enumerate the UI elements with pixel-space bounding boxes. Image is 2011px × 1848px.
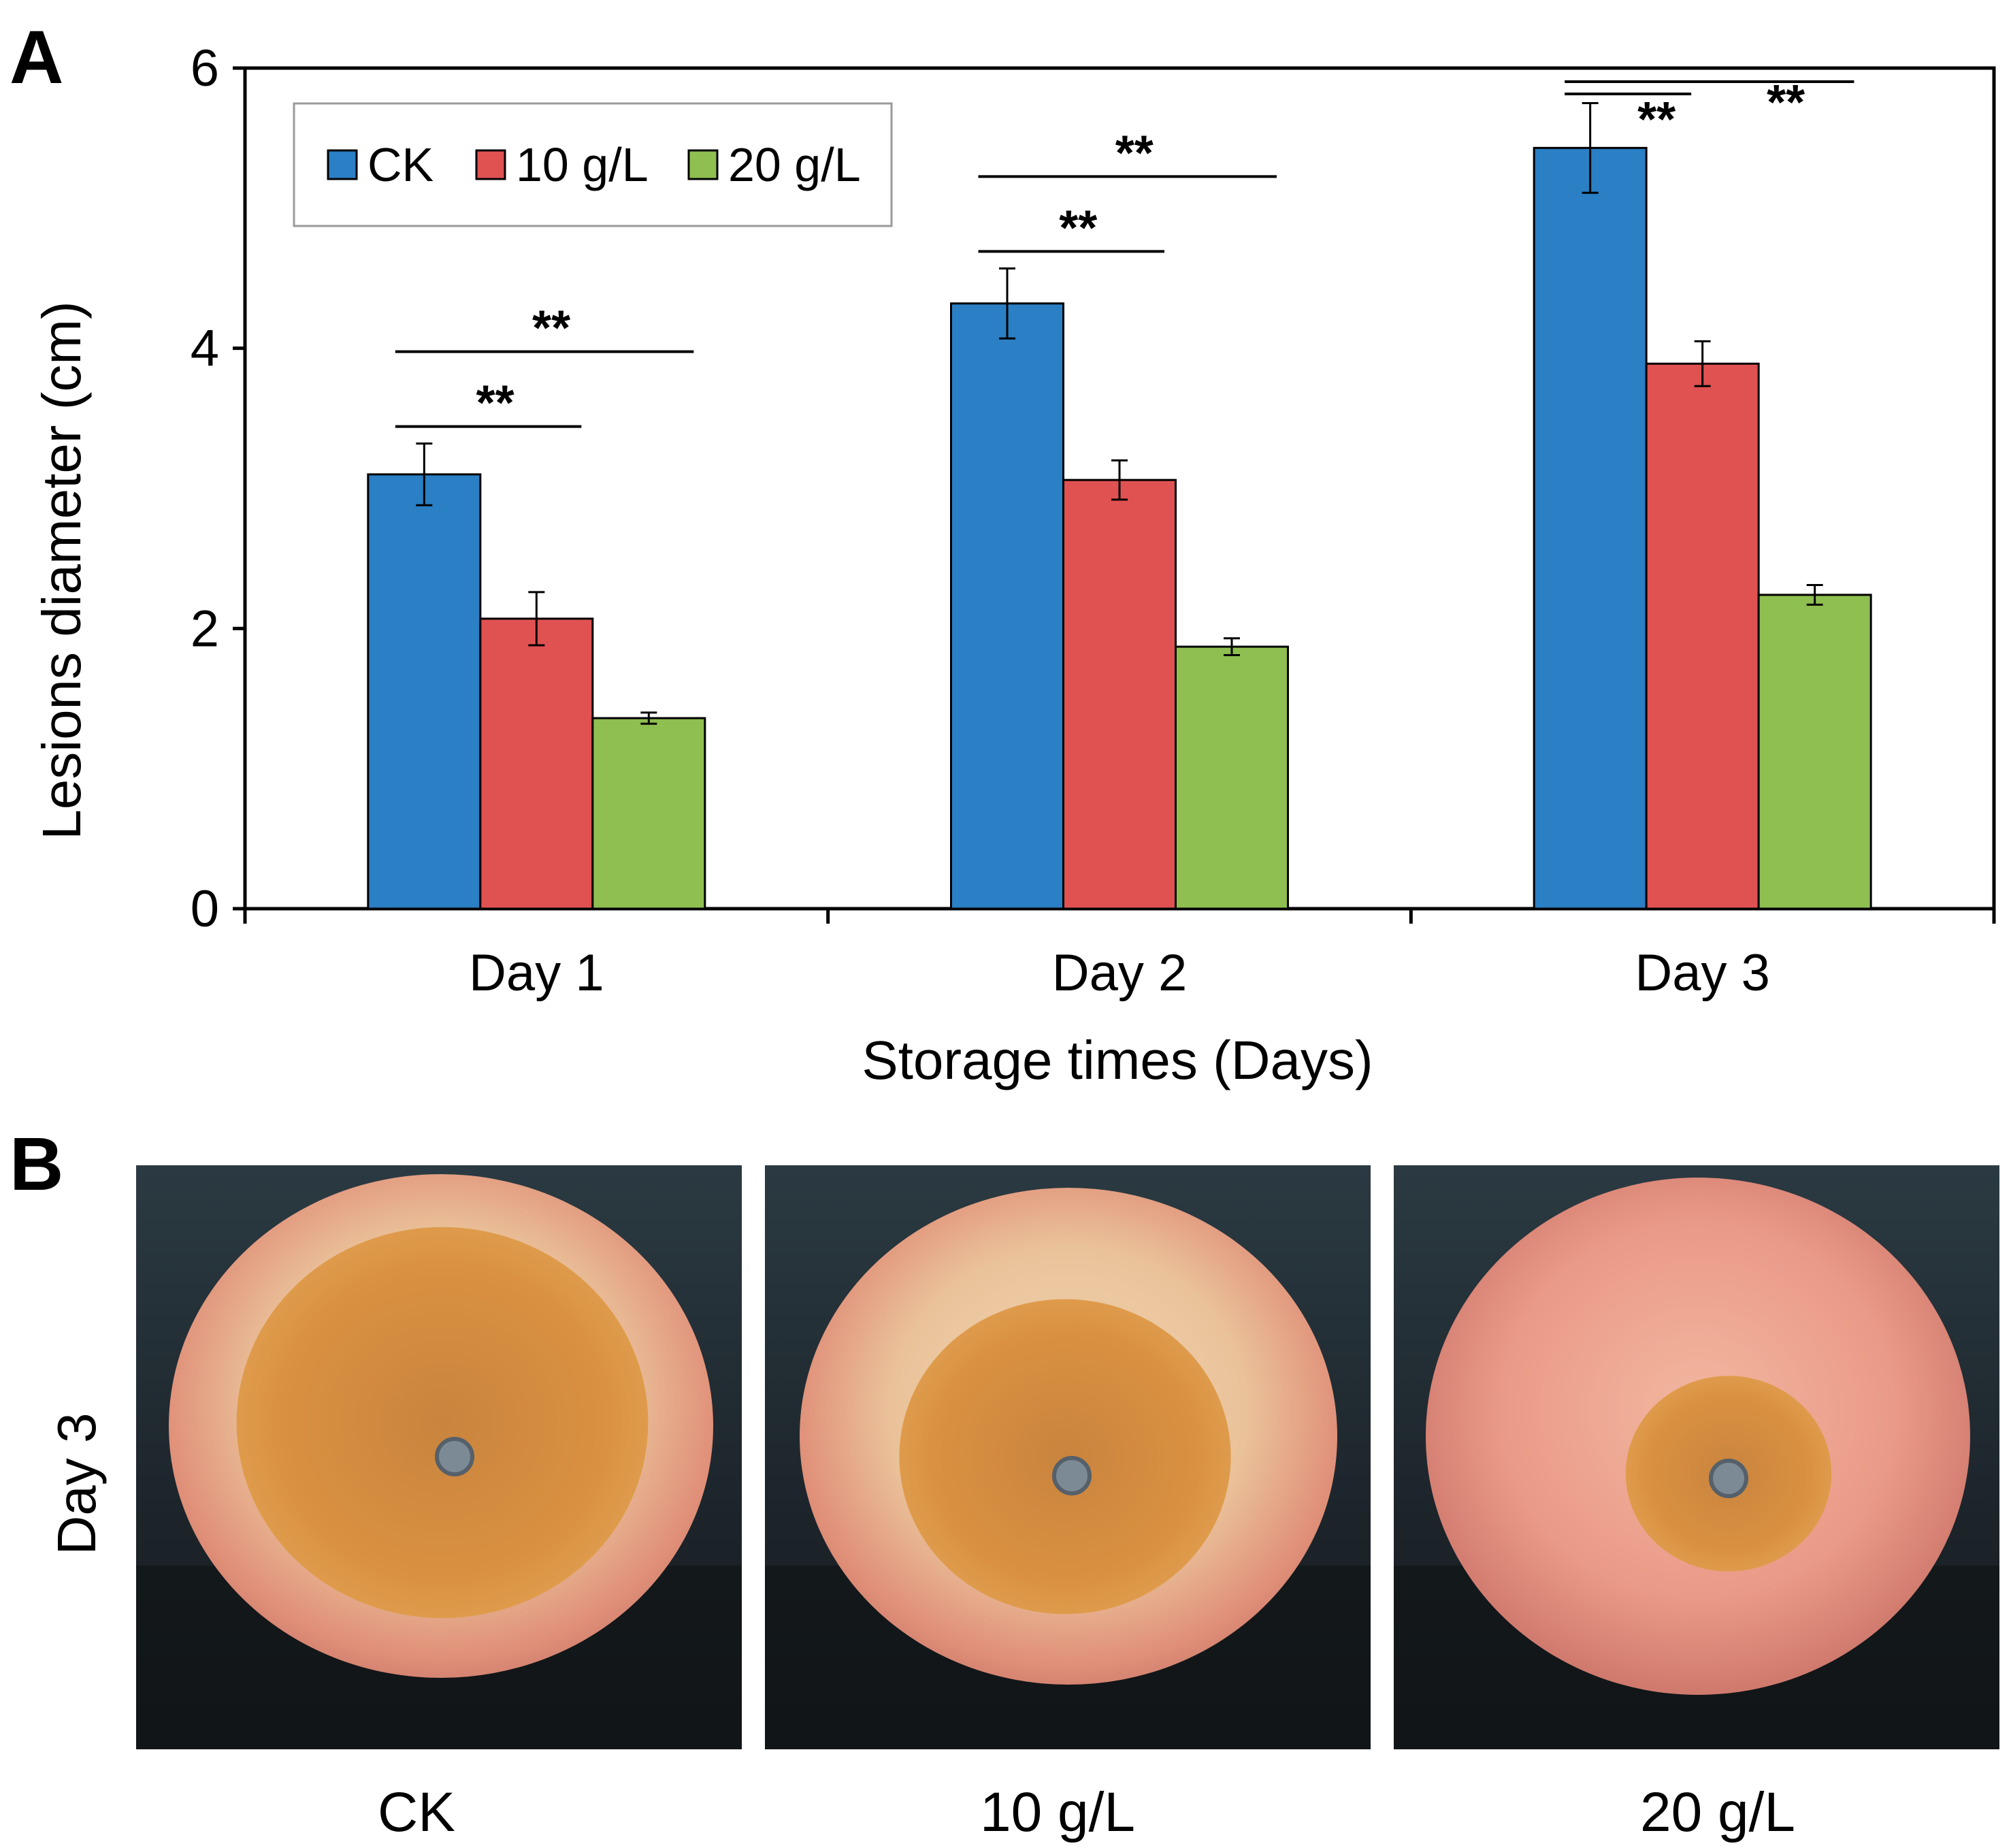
bar-10gl-day2 bbox=[1062, 479, 1177, 910]
bar-10gl-day3 bbox=[1645, 362, 1760, 910]
photo-10gl bbox=[765, 1165, 1371, 1749]
bar-20gl-day2 bbox=[1175, 645, 1289, 910]
photo-10gl-lesion bbox=[899, 1299, 1231, 1615]
photo-10gl-inoculation-point bbox=[1052, 1456, 1092, 1495]
bar-10gl-day1 bbox=[479, 617, 594, 910]
sig-stars: ** bbox=[1115, 126, 1154, 180]
x-axis: Day 1 Day 2 Day 3 bbox=[243, 909, 1996, 1002]
x-tick-label-3: Day 3 bbox=[1635, 944, 1770, 1002]
bars bbox=[367, 101, 1872, 910]
sig-stars: ** bbox=[1767, 76, 1805, 130]
y-tick-label-4: 4 bbox=[191, 320, 219, 378]
sig-stars: ** bbox=[532, 302, 570, 356]
panel-label-a: A bbox=[10, 16, 63, 99]
bar-20gl-day3 bbox=[1757, 594, 1872, 910]
y-axis: 0 2 4 6 bbox=[191, 39, 245, 938]
photo-row-label: Day 3 bbox=[46, 1413, 107, 1555]
x-axis-title: Storage times (Days) bbox=[862, 1030, 1373, 1090]
photo-ck-inoculation-point bbox=[435, 1437, 474, 1476]
photo-caption-20gl: 20 g/L bbox=[1640, 1781, 1795, 1843]
photo-ck-lesion bbox=[236, 1227, 649, 1619]
legend-box bbox=[293, 102, 893, 227]
x-tick-label-1: Day 1 bbox=[469, 944, 604, 1002]
sig-stars: ** bbox=[1059, 201, 1097, 255]
bar-ck-day3 bbox=[1533, 146, 1648, 910]
photo-ck bbox=[136, 1165, 742, 1749]
photo-20gl bbox=[1394, 1165, 1999, 1749]
y-tick-label-2: 2 bbox=[191, 600, 219, 658]
legend: CK 10 g/L 20 g/L bbox=[293, 102, 893, 227]
bar-ck-day1 bbox=[367, 473, 482, 910]
photo-20gl-inoculation-point bbox=[1709, 1459, 1748, 1498]
sig-stars: ** bbox=[1637, 93, 1675, 147]
legend-label-20gl: 20 g/L bbox=[728, 138, 861, 191]
legend-swatch-20gl bbox=[687, 149, 719, 180]
legend-label-10gl: 10 g/L bbox=[516, 138, 649, 191]
y-axis-title: Lesions diameter (cm) bbox=[31, 301, 92, 839]
legend-swatch-10gl bbox=[475, 149, 506, 180]
bar-20gl-day1 bbox=[591, 717, 706, 910]
photo-caption-ck: CK bbox=[378, 1781, 455, 1843]
x-tick-label-2: Day 2 bbox=[1052, 944, 1188, 1002]
sig-stars: ** bbox=[476, 376, 514, 431]
bar-chart: 0 2 4 6 Day 1 Day 2 Day 3 ** ** ** ** ** ** Lesion… bbox=[31, 39, 1996, 1090]
y-tick-label-6: 6 bbox=[191, 39, 219, 97]
bar-ck-day2 bbox=[950, 302, 1064, 910]
panel-label-b: B bbox=[10, 1122, 63, 1206]
legend-swatch-ck bbox=[327, 149, 358, 180]
photo-caption-10gl: 10 g/L bbox=[980, 1781, 1135, 1843]
legend-label-ck: CK bbox=[367, 138, 434, 191]
y-tick-label-0: 0 bbox=[191, 880, 219, 938]
significance-markers: ** ** ** ** ** ** bbox=[395, 76, 1854, 431]
